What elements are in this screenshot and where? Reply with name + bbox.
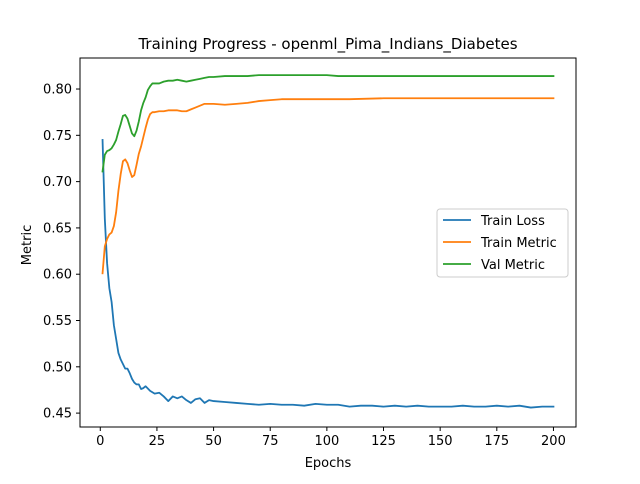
y-tick-label: 0.55 [43,314,72,329]
x-tick-label: 100 [314,434,339,449]
x-tick-label: 25 [149,434,166,449]
x-tick-label: 0 [96,434,104,449]
y-axis-label: Metric [20,225,35,265]
x-tick-label: 175 [484,434,509,449]
series-line-train-metric [101,97,555,275]
x-tick-label: 200 [541,434,566,449]
legend-label: Train Loss [480,214,545,229]
y-tick-label: 0.60 [43,268,72,283]
y-tick-label: 0.45 [43,407,72,422]
legend: Train Loss Train Metric Val Metric [436,208,569,278]
y-tick-label: 0.65 [43,221,72,236]
y-tick-label: 0.75 [43,129,72,144]
y-tick-label: 0.80 [43,83,72,98]
series-line-val-metric [101,74,555,173]
x-tick-label: 50 [205,434,222,449]
chart-title: Training Progress - openml_Pima_Indians_… [137,35,517,54]
y-tick-label: 0.70 [43,175,72,190]
legend-label: Val Metric [481,258,545,273]
x-tick-label: 125 [371,434,396,449]
axes-frame [79,57,577,428]
x-axis-label: Epochs [305,456,352,471]
series-line-train-loss [101,139,555,409]
plot-area: 0 25 50 75 100 125 150 175 200 0.45 0.50 0.55 0.60 0.… [43,57,577,449]
legend-label: Train Metric [480,236,557,251]
x-tick-label: 75 [262,434,279,449]
x-tick-label: 150 [428,434,453,449]
y-tick-label: 0.50 [43,360,72,375]
legend-box [436,208,569,278]
